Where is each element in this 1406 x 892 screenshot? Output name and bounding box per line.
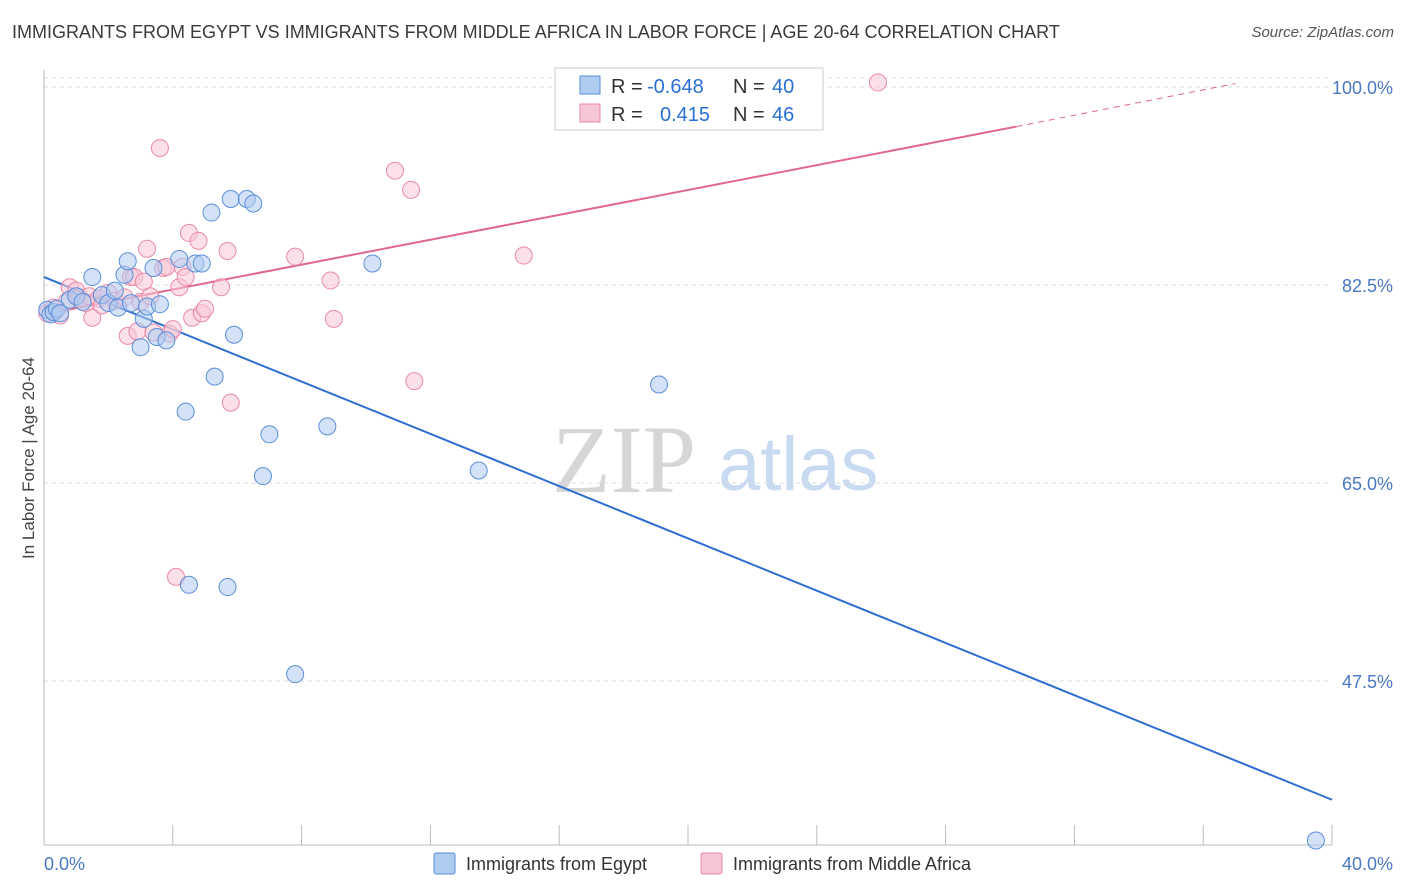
data-point-egypt <box>51 304 70 323</box>
x-axis-ticks: 0.0% 40.0% <box>44 825 1393 874</box>
data-point-egypt <box>469 461 488 480</box>
data-point-egypt <box>363 254 382 273</box>
legend-label-egypt: Immigrants from Egypt <box>466 854 647 874</box>
stats-n-label-middle-africa: N = <box>733 104 765 126</box>
data-point-egypt <box>205 367 224 386</box>
data-point-egypt <box>105 281 124 300</box>
stats-n-label-egypt: N = <box>733 76 765 98</box>
trend-lines <box>43 83 1333 801</box>
data-point-egypt <box>144 258 163 277</box>
y-tick-label: 100.0% <box>1332 78 1393 98</box>
watermark-atlas: atlas <box>718 422 879 507</box>
data-point-middle-africa <box>868 73 887 92</box>
data-point-egypt <box>118 252 137 271</box>
data-point-middle-africa <box>324 309 343 328</box>
data-point-egypt <box>176 402 195 421</box>
data-point-middle-africa <box>221 393 240 412</box>
stats-box: R = -0.648 N = 40 R = 0.415 N = 46 <box>554 67 824 131</box>
data-point-middle-africa <box>321 271 340 290</box>
data-point-egypt <box>202 203 221 222</box>
data-point-middle-africa <box>212 278 231 297</box>
data-point-egypt <box>260 425 279 444</box>
data-point-middle-africa <box>385 161 404 180</box>
data-point-egypt <box>650 375 669 394</box>
stats-n-value-egypt: 40 <box>772 76 794 98</box>
trend-line-extension-1 <box>1016 83 1236 128</box>
data-point-middle-africa <box>196 299 214 318</box>
data-point-middle-africa <box>167 567 186 586</box>
legend: Immigrants from Egypt Immigrants from Mi… <box>433 852 972 875</box>
x-tick-label: 0.0% <box>44 854 85 874</box>
stats-swatch-egypt <box>579 75 601 95</box>
data-point-egypt <box>121 294 140 313</box>
data-points <box>38 73 1325 850</box>
data-point-middle-africa <box>138 239 157 258</box>
data-point-middle-africa <box>405 372 424 391</box>
data-point-egypt <box>157 331 176 350</box>
data-point-middle-africa <box>176 268 195 287</box>
data-point-middle-africa <box>218 242 237 261</box>
data-point-middle-africa <box>402 180 421 199</box>
stats-r-label-egypt: R = <box>611 76 643 98</box>
data-point-egypt <box>1306 831 1325 850</box>
trend-line-1 <box>43 125 1017 316</box>
data-point-egypt <box>170 249 189 268</box>
stats-r-label-middle-africa: R = <box>611 104 643 126</box>
data-point-egypt <box>286 665 305 684</box>
stats-r-value-egypt: -0.648 <box>647 76 704 98</box>
y-axis-label: In Labor Force | Age 20-64 <box>19 357 38 559</box>
stats-swatch-middle-africa <box>579 103 601 123</box>
data-point-egypt <box>244 194 263 213</box>
x-tick-label: 40.0% <box>1342 854 1393 874</box>
data-point-middle-africa <box>83 308 102 327</box>
data-point-egypt <box>179 575 198 594</box>
y-axis-tick-labels: 47.5% 65.0% 82.5% 100.0% <box>1332 78 1393 692</box>
y-tick-label: 65.0% <box>1342 474 1393 494</box>
stats-n-value-middle-africa: 46 <box>772 104 794 126</box>
data-point-egypt <box>83 268 102 287</box>
gridlines <box>44 77 1332 682</box>
legend-label-middle-africa: Immigrants from Middle Africa <box>733 854 972 874</box>
data-point-egypt <box>131 338 150 357</box>
data-point-egypt <box>253 467 272 486</box>
data-point-egypt <box>318 417 337 436</box>
data-point-middle-africa <box>286 247 305 266</box>
data-point-egypt <box>192 254 211 273</box>
legend-swatch-egypt <box>433 852 456 875</box>
source-label: Source: ZipAtlas.com <box>1251 24 1394 41</box>
trend-line-0 <box>43 276 1333 801</box>
y-tick-label: 82.5% <box>1342 276 1393 296</box>
data-point-egypt <box>221 189 240 208</box>
legend-swatch-middle-africa <box>700 852 723 875</box>
data-point-egypt <box>73 292 92 311</box>
data-point-middle-africa <box>189 231 208 250</box>
data-point-egypt <box>150 295 169 314</box>
y-tick-label: 47.5% <box>1342 672 1393 692</box>
watermark-zip: ZIP <box>552 406 696 513</box>
chart-title: IMMIGRANTS FROM EGYPT VS IMMIGRANTS FROM… <box>12 22 1060 42</box>
data-point-middle-africa <box>150 139 169 158</box>
stats-r-value-middle-africa: 0.415 <box>660 104 710 126</box>
data-point-middle-africa <box>514 246 533 265</box>
data-point-egypt <box>224 325 243 344</box>
data-point-egypt <box>218 578 237 597</box>
